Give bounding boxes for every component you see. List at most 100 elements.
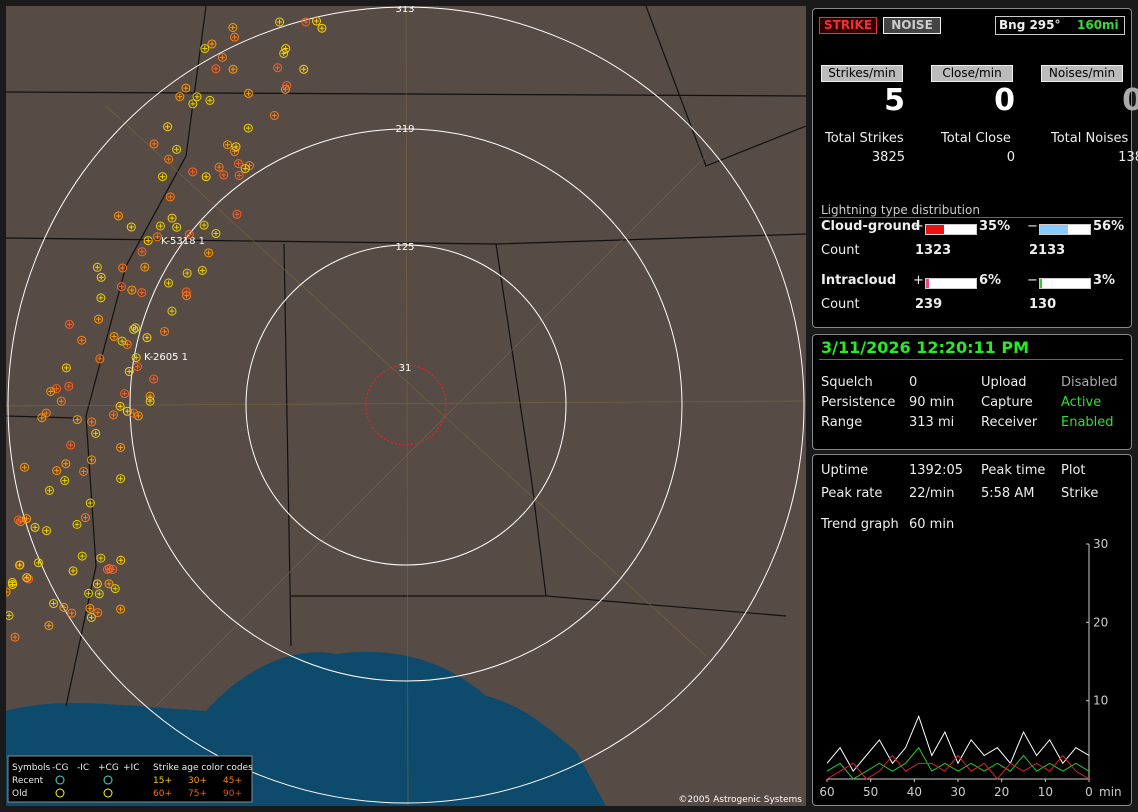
dist-count: 2133 [1029, 243, 1066, 258]
strike [188, 99, 198, 109]
strike [301, 17, 311, 27]
strike [234, 170, 244, 180]
total-value: 0 [1006, 150, 1015, 165]
strike [79, 466, 89, 476]
strike [181, 83, 191, 93]
strike [152, 232, 162, 242]
strike [230, 32, 240, 42]
strike [243, 123, 253, 133]
strike [109, 410, 119, 420]
total-label: Total Noises [1051, 131, 1129, 146]
strike [269, 111, 279, 121]
strike [132, 362, 142, 372]
strike [131, 353, 141, 363]
ring-label: 125 [395, 242, 414, 253]
dist-fill [926, 225, 944, 234]
legend-age: 60+ [153, 789, 172, 799]
strike [211, 229, 221, 239]
strike [113, 211, 123, 221]
x-tick-label: 40 [907, 785, 922, 799]
strike [122, 339, 132, 349]
close-ring [365, 364, 447, 446]
strike [299, 64, 309, 74]
strike [240, 164, 250, 174]
legend-text: +IC [123, 763, 139, 773]
strike [42, 526, 52, 536]
total-label: Total Close [941, 131, 1011, 146]
station-label: K-5318 1 [161, 236, 205, 247]
strike [96, 293, 106, 303]
strike [311, 16, 321, 26]
strike [273, 63, 283, 73]
strike [217, 52, 227, 62]
strike [94, 314, 104, 324]
strike [142, 333, 152, 343]
legend-text: Strike age color codes [153, 763, 253, 773]
strike [317, 23, 327, 33]
strike [44, 621, 54, 631]
strike-button[interactable]: STRIKE [819, 17, 877, 34]
stat-text: Peak rate [821, 486, 883, 501]
strike [84, 588, 94, 598]
dist-count-label: Count [821, 243, 860, 258]
stat-text: Strike [1061, 486, 1099, 501]
status-text: Range [821, 415, 863, 430]
strike [59, 602, 69, 612]
strike [124, 366, 134, 376]
strike [91, 428, 101, 438]
strike [52, 466, 62, 476]
strike [85, 603, 95, 613]
total-value: 3825 [871, 150, 905, 165]
strike [201, 172, 211, 182]
strike [207, 39, 217, 49]
strike [282, 81, 292, 91]
strike [143, 236, 153, 246]
rate-value: 5 [884, 83, 905, 118]
status-text: Upload [981, 375, 1027, 390]
strike [15, 560, 25, 570]
strike [10, 632, 20, 642]
strike [172, 222, 182, 232]
x-tick-label: 30 [950, 785, 965, 799]
legend-text: -CG [52, 763, 69, 773]
strike [87, 455, 97, 465]
strike [22, 573, 32, 583]
strike [77, 335, 87, 345]
trend-graph: 10 20 30 60 50 40 30 20 10 0 min [819, 539, 1121, 799]
stat-text: Plot [1061, 463, 1086, 478]
dist-count: 1323 [915, 243, 952, 258]
map: 313 219 125 31 K-5318 1 K-2605 1 Symbols… [6, 6, 806, 806]
status-text: Squelch [821, 375, 873, 390]
noise-button[interactable]: NOISE [883, 17, 941, 34]
strike [64, 319, 74, 329]
dist-percent: 56% [1093, 219, 1125, 234]
strike [87, 417, 97, 427]
strike [93, 608, 103, 618]
strike [64, 381, 74, 391]
strike [275, 17, 285, 27]
strike [211, 64, 221, 74]
strike [182, 268, 192, 278]
legend-age: 45+ [223, 776, 242, 786]
strike [197, 265, 207, 275]
range: 160mi [1077, 18, 1119, 32]
ring-label: 219 [395, 124, 414, 135]
stat-text: Uptime [821, 463, 869, 478]
strike [281, 44, 291, 54]
copyright: ©2005 Astrogenic Systems [678, 795, 802, 805]
dist-count-label: Count [821, 297, 860, 312]
strike [67, 608, 77, 618]
strike [231, 142, 241, 152]
strike [129, 408, 139, 418]
x-tick-label: 20 [994, 785, 1009, 799]
strike [52, 384, 62, 394]
trend-span: 60 min [909, 517, 955, 532]
strike [167, 213, 177, 223]
bearing: Bng 295° [999, 18, 1061, 32]
strike [228, 23, 238, 33]
strike [160, 327, 170, 337]
strike [115, 401, 125, 411]
strike [6, 587, 11, 597]
strike [80, 513, 90, 523]
